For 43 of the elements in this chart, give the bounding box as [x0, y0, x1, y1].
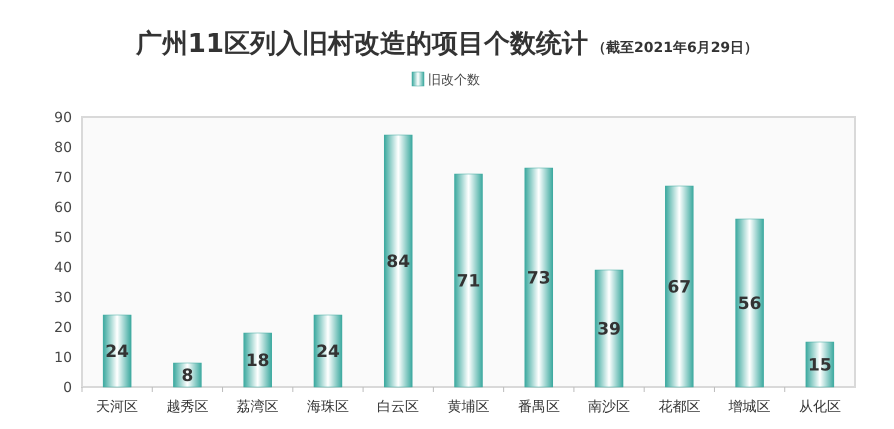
bar	[384, 134, 412, 388]
bar	[454, 174, 483, 388]
x-tick-label: 增城区	[728, 399, 771, 415]
data-label: 24	[105, 342, 130, 362]
x-tick-label: 黄埔区	[448, 399, 490, 415]
legend-label: 旧改个数	[428, 73, 480, 88]
y-tick-label: 70	[54, 170, 72, 186]
y-tick-label: 10	[54, 350, 72, 366]
y-tick-label: 80	[54, 140, 72, 156]
x-tick-label: 白云区	[377, 399, 420, 415]
data-label: 15	[808, 356, 832, 376]
data-label: 8	[181, 366, 194, 386]
y-tick-label: 0	[63, 380, 72, 396]
bar	[735, 218, 764, 388]
data-label: 18	[246, 351, 270, 371]
x-tick-label: 荔湾区	[236, 399, 279, 415]
data-label: 84	[386, 252, 410, 272]
x-tick-label: 番禺区	[518, 399, 560, 415]
title: 广州11区列入旧村改造的项目个数统计（截至2021年6月29日）	[136, 29, 758, 59]
x-tick-label: 天河区	[96, 399, 138, 415]
bar	[314, 314, 342, 388]
data-label: 39	[597, 320, 621, 340]
bar	[243, 332, 272, 388]
bar	[665, 186, 694, 388]
x-tick-label: 从化区	[798, 399, 841, 415]
data-label: 73	[526, 268, 551, 288]
y-tick-label: 40	[54, 260, 72, 276]
y-tick-label: 90	[54, 110, 72, 126]
data-label: 71	[456, 272, 480, 292]
x-tick-label: 越秀区	[166, 399, 208, 415]
data-label: 67	[667, 278, 692, 298]
bar	[524, 168, 554, 388]
x-tick-label: 花都区	[658, 399, 700, 415]
y-tick-label: 20	[54, 320, 72, 336]
data-label: 56	[738, 294, 762, 314]
data-label: 24	[316, 342, 340, 362]
y-tick-label: 60	[54, 200, 72, 216]
y-tick-label: 50	[54, 230, 72, 246]
x-tick-label: 海珠区	[306, 399, 349, 415]
bar	[594, 270, 624, 388]
y-tick-label: 30	[54, 290, 72, 306]
x-tick-label: 南沙区	[588, 399, 630, 415]
bar	[102, 314, 132, 388]
